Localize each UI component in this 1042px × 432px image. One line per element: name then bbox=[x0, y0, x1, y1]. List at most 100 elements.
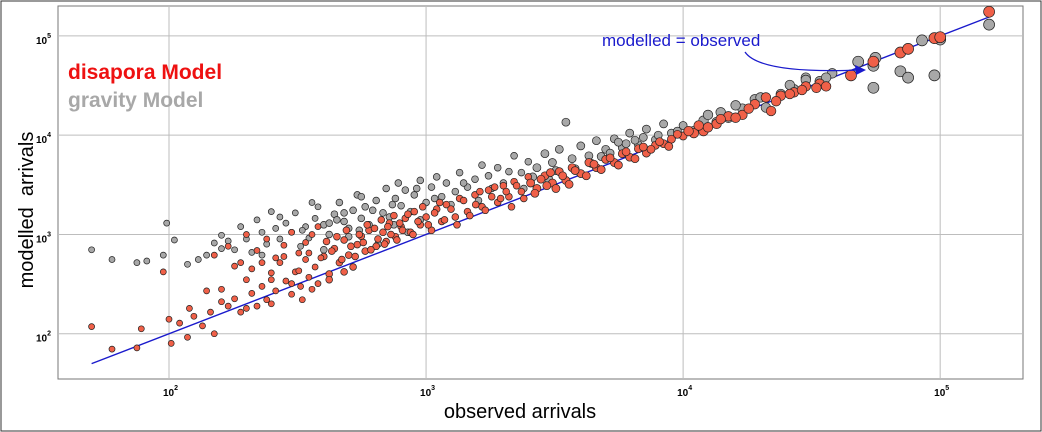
diaspora-point bbox=[398, 226, 407, 235]
diaspora-point bbox=[414, 217, 422, 226]
diaspora-point bbox=[218, 298, 225, 306]
diaspora-point bbox=[715, 113, 726, 125]
diaspora-point bbox=[393, 236, 401, 244]
gravity-point bbox=[442, 179, 451, 187]
diaspora-point bbox=[551, 184, 561, 193]
gravity-point bbox=[625, 128, 635, 138]
y-tick-exponent: 3 bbox=[47, 231, 51, 238]
diaspora-point bbox=[530, 188, 540, 198]
diaspora-point bbox=[440, 216, 449, 224]
diaspora-point bbox=[272, 287, 280, 295]
gravity-point bbox=[659, 119, 668, 129]
diaspora-point bbox=[237, 308, 245, 316]
diaspora-point bbox=[133, 344, 141, 352]
diaspora-point bbox=[867, 55, 880, 68]
diaspora-point bbox=[730, 112, 741, 123]
gravity-point bbox=[258, 228, 266, 236]
diaspora-point bbox=[370, 224, 379, 233]
diaspora-point bbox=[546, 168, 555, 177]
diaspora-point bbox=[272, 254, 280, 262]
x-tick-label: 103 bbox=[420, 385, 435, 399]
gravity-point bbox=[320, 246, 328, 254]
diaspora-point bbox=[581, 171, 591, 181]
gravity-point bbox=[410, 191, 419, 199]
diaspora-point bbox=[237, 259, 245, 266]
diaspora-point bbox=[207, 308, 214, 316]
diaspora-point bbox=[496, 194, 505, 203]
diaspora-point bbox=[280, 253, 288, 260]
gravity-point bbox=[427, 183, 436, 191]
y-tick-label: 104 bbox=[36, 132, 51, 146]
diaspora-point bbox=[424, 221, 433, 229]
diaspora-point bbox=[276, 259, 284, 266]
gravity-point bbox=[231, 246, 238, 254]
gravity-point bbox=[276, 213, 284, 221]
diaspora-point bbox=[210, 330, 218, 338]
diaspora-point bbox=[502, 187, 510, 196]
gravity-point bbox=[505, 167, 513, 176]
diaspora-point bbox=[347, 242, 355, 251]
gravity-point bbox=[298, 226, 306, 234]
annotation-label: modelled = observed bbox=[602, 31, 760, 50]
gravity-point bbox=[276, 235, 284, 243]
diaspora-point bbox=[743, 103, 754, 114]
diaspora-point bbox=[280, 241, 288, 249]
y-tick-base: 10 bbox=[36, 36, 48, 47]
gravity-point bbox=[372, 196, 380, 205]
diaspora-point bbox=[570, 166, 580, 175]
diaspora-point bbox=[683, 125, 694, 137]
diaspora-point bbox=[564, 179, 574, 189]
diaspora-point bbox=[263, 235, 271, 243]
gravity-point bbox=[361, 203, 369, 211]
diaspora-point bbox=[589, 159, 599, 169]
diaspora-point bbox=[410, 207, 419, 216]
gravity-point bbox=[357, 192, 366, 201]
diaspora-point bbox=[934, 31, 947, 44]
gravity-point bbox=[902, 71, 914, 84]
diaspora-point bbox=[263, 296, 271, 304]
gravity-point bbox=[394, 179, 403, 187]
diaspora-point bbox=[340, 268, 348, 276]
diaspora-point bbox=[379, 228, 387, 237]
diaspora-point bbox=[459, 196, 468, 205]
y-tick-base: 10 bbox=[36, 234, 48, 245]
diaspora-point bbox=[409, 230, 417, 239]
diaspora-point bbox=[88, 323, 95, 330]
gravity-point bbox=[272, 225, 280, 232]
gravity-point bbox=[143, 257, 151, 265]
diaspora-point bbox=[314, 280, 322, 287]
gravity-point bbox=[340, 217, 348, 226]
diaspora-point bbox=[311, 263, 319, 271]
y-tick-exponent: 4 bbox=[47, 132, 51, 139]
gravity-point bbox=[282, 219, 290, 227]
diaspora-point bbox=[374, 235, 382, 243]
diaspora-point bbox=[253, 302, 261, 310]
diaspora-model-points bbox=[88, 5, 995, 353]
diaspora-point bbox=[267, 300, 275, 308]
diaspora-point bbox=[605, 153, 615, 163]
diaspora-point bbox=[390, 211, 398, 220]
x-tick-base: 10 bbox=[163, 388, 175, 399]
diaspora-point bbox=[297, 283, 304, 290]
gravity-point bbox=[702, 109, 714, 121]
y-tick-label: 103 bbox=[36, 231, 51, 245]
x-tick-base: 10 bbox=[677, 388, 689, 399]
diaspora-point bbox=[466, 211, 474, 220]
diaspora-point bbox=[811, 82, 822, 93]
diaspora-point bbox=[248, 265, 256, 273]
gravity-point bbox=[416, 176, 425, 185]
diaspora-point bbox=[186, 305, 193, 312]
diaspora-point bbox=[646, 144, 656, 154]
diaspora-point bbox=[542, 181, 552, 191]
gravity-point bbox=[333, 216, 341, 224]
diaspora-point bbox=[184, 333, 191, 341]
diaspora-point bbox=[333, 232, 341, 241]
diaspora-point bbox=[305, 249, 313, 257]
diaspora-point bbox=[302, 239, 309, 246]
gravity-point bbox=[258, 251, 266, 259]
diaspora-point bbox=[387, 230, 395, 239]
plot-area bbox=[57, 5, 1024, 380]
